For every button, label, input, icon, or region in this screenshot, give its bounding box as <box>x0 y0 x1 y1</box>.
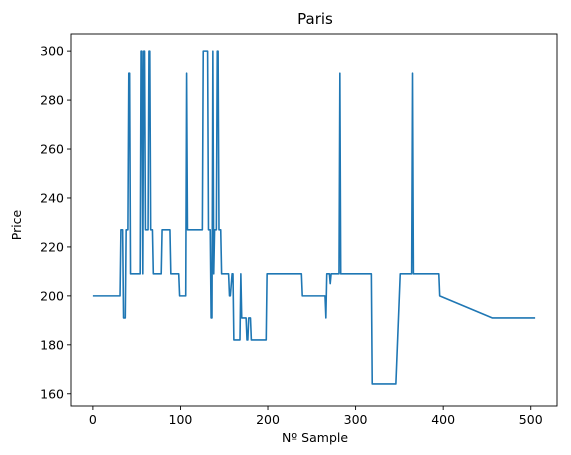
y-tick-label: 260 <box>40 142 64 157</box>
series-line-0 <box>92 50 536 385</box>
plot-area <box>70 33 558 407</box>
y-axis-label: Price <box>9 209 24 240</box>
x-tick-label: 300 <box>344 412 368 427</box>
chart-title: Paris <box>297 10 333 28</box>
x-axis-ticks: 0 100 200 300 400 500 <box>89 406 543 427</box>
x-tick-label: 200 <box>256 412 280 427</box>
y-tick-label: 180 <box>40 337 64 352</box>
y-axis-ticks: 160 180 200 220 240 260 280 300 <box>40 44 71 401</box>
y-tick-label: 160 <box>40 386 64 401</box>
x-tick-label: 400 <box>431 412 455 427</box>
y-tick-label: 220 <box>40 239 64 254</box>
x-axis-label: Nº Sample <box>282 430 348 445</box>
x-tick-label: 100 <box>169 412 193 427</box>
plot-frame <box>70 33 558 407</box>
x-tick-label: 500 <box>519 412 543 427</box>
y-tick-label: 280 <box>40 93 64 108</box>
y-tick-label: 300 <box>40 44 64 59</box>
x-tick-label: 0 <box>89 412 97 427</box>
y-tick-label: 200 <box>40 288 64 303</box>
y-tick-label: 240 <box>40 190 64 205</box>
